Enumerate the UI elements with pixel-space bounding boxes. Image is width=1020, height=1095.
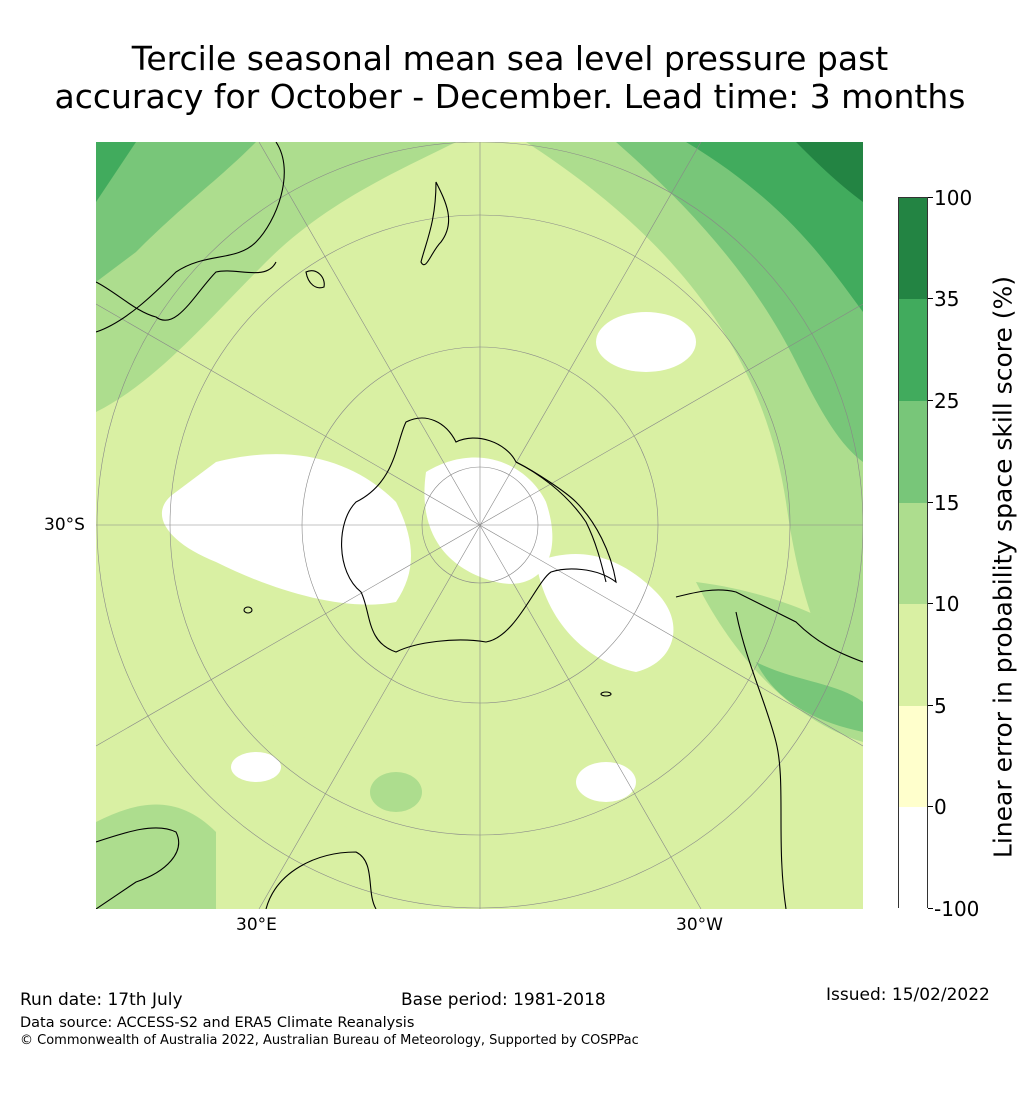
title-line-1: Tercile seasonal mean sea level pressure…: [131, 39, 889, 78]
south-america-coast: [675, 589, 863, 663]
field-negative: [161, 312, 696, 802]
australia-coast: [96, 142, 285, 333]
lon-label-30e: 30°E: [236, 915, 277, 935]
coastlines: [96, 142, 863, 909]
polar-map: [96, 142, 863, 909]
colorbar-bin-25-35: [899, 299, 927, 401]
colorbar-tickmark: [928, 603, 933, 604]
colorbar-tickmark: [928, 705, 933, 706]
colorbar-tickmark: [928, 502, 933, 503]
colorbar-tick-label: 0: [934, 795, 947, 819]
colorbar-tick-label: 25: [934, 389, 960, 413]
run-date: Run date: 17th July: [20, 990, 183, 1010]
antarctic-peninsula-coast: [515, 461, 607, 583]
colorbar-bin-0-5: [899, 706, 927, 807]
colorbar: [898, 197, 928, 909]
lon-label-30w: 30°W: [676, 915, 723, 935]
colorbar-bin-35-100: [899, 198, 927, 299]
colorbar-bin-5-10: [899, 604, 927, 706]
colorbar-tick-label: 5: [934, 694, 947, 718]
antarctica-coast: [341, 417, 617, 653]
colorbar-tick-label: 35: [934, 287, 960, 311]
colorbar-bin-neg100-0: [899, 807, 927, 909]
field-35-100: [796, 142, 863, 202]
africa-south-coast: [265, 851, 377, 909]
graticule: [96, 142, 863, 909]
field-25-35: [96, 142, 863, 312]
colorbar-tickmark: [928, 400, 933, 401]
lat-label-30s: 30°S: [44, 515, 85, 535]
south-america-west-coast: [735, 611, 787, 909]
kerguelen-island: [243, 606, 253, 614]
colorbar-tickmark: [928, 197, 933, 198]
australia-south-coast: [96, 261, 277, 321]
copyright: © Commonwealth of Australia 2022, Austra…: [20, 1033, 639, 1048]
base-period: Base period: 1981-2018: [401, 990, 606, 1010]
title-line-2: accuracy for October - December. Lead ti…: [54, 77, 966, 116]
issued-date: Issued: 15/02/2022: [826, 985, 990, 1005]
colorbar-tickmark: [928, 908, 933, 909]
colorbar-tick-label: 10: [934, 592, 960, 616]
map-canvas: [96, 142, 863, 909]
colorbar-tick-label: 100: [934, 186, 973, 210]
colorbar-tickmark: [928, 806, 933, 807]
colorbar-label: Linear error in probability space skill …: [988, 275, 1018, 859]
new-zealand-coast: [420, 181, 450, 266]
colorbar-bin-15-25: [899, 401, 927, 503]
africa-coast: [96, 827, 180, 909]
colorbar-tick-label: 15: [934, 491, 960, 515]
colorbar-tickmark: [928, 298, 933, 299]
data-source: Data source: ACCESS-S2 and ERA5 Climate …: [20, 1015, 415, 1031]
tasmania-coast: [305, 270, 325, 289]
colorbar-tick-label: -100: [934, 897, 980, 921]
colorbar-bin-10-15: [899, 503, 927, 604]
chart-title: Tercile seasonal mean sea level pressure…: [0, 40, 1020, 116]
south-georgia-island: [600, 691, 612, 697]
